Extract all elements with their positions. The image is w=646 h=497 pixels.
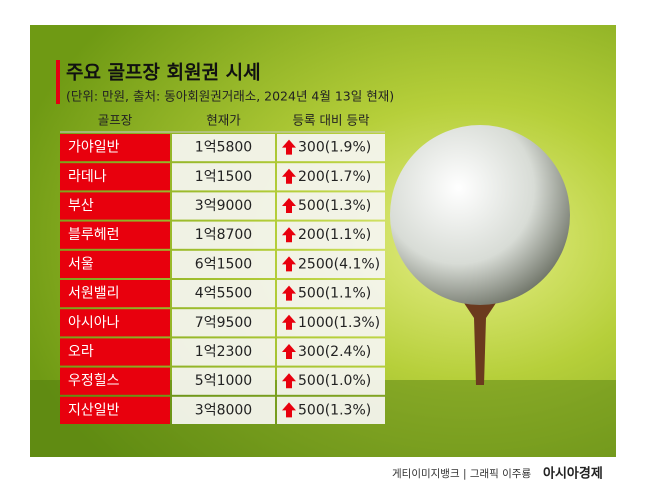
name-cell (60, 134, 170, 162)
course-name: 지산일반 (68, 402, 120, 418)
name-cell (60, 280, 170, 308)
up-arrow (282, 285, 296, 301)
brand: 아시아경제 (543, 466, 603, 482)
course-name: 서울 (68, 256, 94, 272)
price-cell (172, 250, 275, 278)
course-name: 부산 (68, 198, 94, 214)
price-cell (172, 367, 275, 395)
change: 1000(1.3%) (298, 315, 380, 331)
price-cell (172, 280, 275, 308)
up-arrow (282, 256, 296, 272)
price-cell (172, 338, 275, 366)
up-arrow (282, 198, 296, 213)
column-header: 골프장 (98, 113, 133, 128)
price: 1억2300 (195, 344, 252, 360)
title: 주요 골프장 회원권 시세 (66, 62, 261, 84)
change: 200(1.1%) (298, 227, 371, 243)
course-name: 라데나 (68, 169, 107, 185)
price: 1억5800 (195, 140, 252, 156)
change: 500(1.1%) (298, 286, 371, 302)
course-name: 블루헤런 (68, 227, 120, 243)
subtitle: (단위: 만원, 출처: 동아회원권거래소, 2024년 4월 13일 현재) (66, 89, 394, 104)
price: 4억5500 (195, 286, 252, 302)
change: 300(1.9%) (298, 140, 371, 156)
title-bar (56, 60, 60, 104)
price: 1억1500 (195, 169, 252, 185)
price: 6억1500 (195, 256, 252, 272)
name-cell (60, 338, 170, 366)
price-cell (172, 163, 275, 191)
price-cell (172, 309, 275, 337)
price-cell (172, 396, 275, 424)
name-cell (60, 367, 170, 395)
column-header: 현재가 (206, 113, 241, 128)
up-arrow (282, 344, 296, 359)
name-cell (60, 309, 170, 337)
column-header: 등록 대비 등락 (293, 113, 370, 128)
change: 2500(4.1%) (298, 256, 380, 272)
price: 3억9000 (195, 198, 252, 214)
up-arrow (282, 314, 296, 330)
price-cell (172, 134, 275, 162)
course-name: 가야일반 (68, 140, 120, 156)
price-cell (172, 221, 275, 249)
change: 200(1.7%) (298, 169, 371, 185)
credit: 게티이미지뱅크 | 그래픽 이주룡 (392, 468, 531, 480)
up-arrow (282, 373, 296, 389)
course-name: 서원밸리 (68, 286, 120, 302)
price: 1억8700 (195, 227, 252, 243)
name-cell (60, 192, 170, 220)
price: 7억9500 (195, 315, 252, 331)
change-cell (277, 309, 385, 337)
change-cell (277, 221, 385, 249)
price: 3억8000 (195, 402, 252, 418)
name-cell (60, 396, 170, 424)
up-arrow (282, 227, 296, 243)
change: 500(1.0%) (298, 373, 371, 389)
price-cell (172, 192, 275, 220)
name-cell (60, 163, 170, 191)
name-cell (60, 221, 170, 249)
course-name: 오라 (68, 344, 94, 360)
tee (462, 300, 498, 385)
course-name: 우정힐스 (68, 373, 120, 389)
price: 5억1000 (195, 373, 252, 389)
up-arrow (282, 402, 296, 418)
up-arrow (282, 139, 296, 155)
change: 500(1.3%) (298, 402, 371, 418)
name-cell (60, 250, 170, 278)
golf-ball (390, 125, 570, 305)
change: 300(2.4%) (298, 344, 371, 360)
up-arrow (282, 168, 296, 184)
change: 500(1.3%) (298, 198, 371, 214)
course-name: 아시아나 (68, 315, 120, 331)
